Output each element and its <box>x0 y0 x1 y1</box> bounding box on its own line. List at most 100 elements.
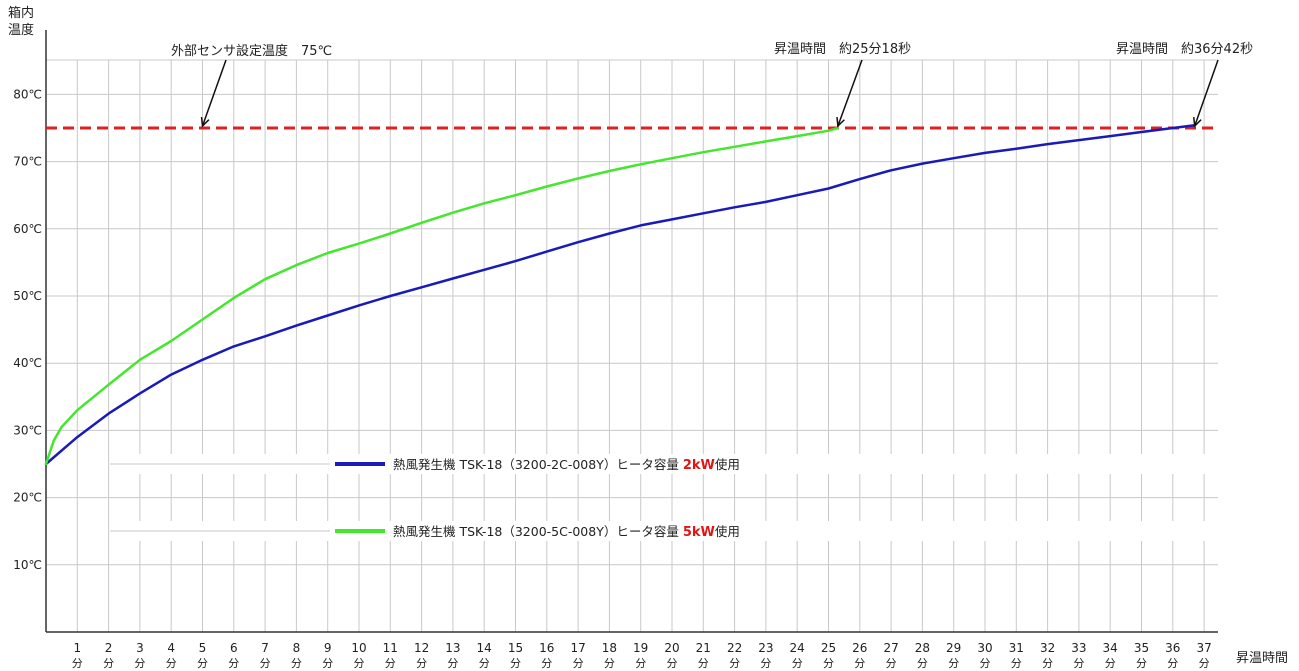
x-axis-title: 昇温時間 <box>1236 651 1288 666</box>
x-tick-label: 17 <box>570 641 585 655</box>
data-point <box>1109 135 1111 137</box>
data-point <box>76 409 79 412</box>
data-point <box>859 178 861 180</box>
data-point <box>170 373 172 376</box>
x-tick-unit: 分 <box>541 657 552 670</box>
x-tick-unit: 分 <box>792 657 803 670</box>
data-point <box>827 187 830 190</box>
x-tick-label: 10 <box>351 641 366 655</box>
series-line-2kw <box>44 124 1196 466</box>
x-tick-unit: 分 <box>72 657 83 670</box>
x-tick-unit: 分 <box>197 657 208 670</box>
data-point <box>107 412 110 415</box>
y-tick-label: 40℃ <box>13 356 42 370</box>
x-tick-label: 21 <box>696 641 711 655</box>
y-axis-title: 箱内 <box>8 5 34 21</box>
x-tick-label: 16 <box>539 641 554 655</box>
x-tick-label: 12 <box>414 641 429 655</box>
y-tick-label: 10℃ <box>13 558 42 572</box>
x-tick-unit: 分 <box>1136 657 1147 670</box>
x-tick-label: 37 <box>1196 641 1211 655</box>
data-point <box>420 221 423 224</box>
x-tick-unit: 分 <box>854 657 865 670</box>
x-tick-label: 30 <box>977 641 992 655</box>
data-point <box>921 162 924 165</box>
data-point <box>264 335 266 338</box>
legend-bg <box>110 454 1210 474</box>
x-tick-label: 1 <box>73 641 81 655</box>
x-tick-unit: 分 <box>322 657 333 670</box>
x-tick-label: 24 <box>790 641 805 655</box>
x-tick-unit: 分 <box>886 657 897 670</box>
x-tick-unit: 分 <box>1042 657 1053 670</box>
x-tick-unit: 分 <box>510 657 521 670</box>
data-point <box>639 224 642 227</box>
x-tick-unit: 分 <box>228 657 239 670</box>
legend: 熱風発生機 TSK-18（3200-2C-008Y）ヒータ容量 2kW使用熱風発… <box>110 454 1210 541</box>
x-tick-unit: 分 <box>823 657 834 670</box>
data-point <box>765 201 767 203</box>
x-tick-label: 22 <box>727 641 742 655</box>
x-tick-label: 18 <box>602 641 617 655</box>
x-tick-unit: 分 <box>1105 657 1116 670</box>
data-point <box>201 359 204 361</box>
x-tick-label: 26 <box>852 641 867 655</box>
data-point <box>107 383 110 386</box>
x-tick-unit: 分 <box>1011 657 1022 670</box>
x-tick-label: 20 <box>664 641 679 655</box>
x-tick-label: 35 <box>1134 641 1149 655</box>
x-tick-unit: 分 <box>729 657 740 670</box>
x-tick-label: 7 <box>261 641 269 655</box>
x-tick-label: 31 <box>1009 641 1024 655</box>
data-point <box>170 340 172 342</box>
data-point <box>827 129 830 132</box>
x-tick-label: 36 <box>1165 641 1180 655</box>
x-tick-label: 15 <box>508 641 523 655</box>
x-tick-unit: 分 <box>416 657 427 670</box>
data-point <box>514 194 517 196</box>
annotation-arrowhead <box>200 116 210 128</box>
x-tick-label: 19 <box>633 641 648 655</box>
data-point <box>890 169 892 172</box>
data-point <box>295 324 298 327</box>
annotation-arrow <box>1194 59 1219 127</box>
data-point <box>702 212 705 215</box>
legend-label: 熱風発生機 TSK-18（3200-5C-008Y）ヒータ容量 5kW使用 <box>393 524 740 540</box>
x-tick-unit: 分 <box>134 657 145 670</box>
x-tick-unit: 分 <box>479 657 490 670</box>
x-tick-unit: 分 <box>698 657 709 670</box>
annotation-arrow <box>201 59 227 127</box>
data-point <box>139 359 141 361</box>
x-tick-unit: 分 <box>385 657 396 670</box>
x-tick-label: 8 <box>293 641 301 655</box>
x-tick-label: 32 <box>1040 641 1055 655</box>
x-tick-unit: 分 <box>980 657 991 670</box>
x-tick-label: 4 <box>167 641 175 655</box>
x-tick-unit: 分 <box>1199 657 1210 670</box>
x-tick-label: 33 <box>1071 641 1086 655</box>
x-tick-unit: 分 <box>917 657 928 670</box>
data-point <box>702 151 705 153</box>
data-point <box>1172 127 1174 129</box>
data-point <box>671 218 673 221</box>
axes <box>45 30 1218 633</box>
data-point <box>452 211 454 214</box>
x-tick-label: 5 <box>199 641 207 655</box>
data-point <box>546 185 548 188</box>
data-point <box>733 206 736 209</box>
data-point <box>952 157 955 160</box>
x-tick-unit: 分 <box>447 657 458 670</box>
data-point <box>483 202 486 205</box>
data-point <box>76 436 79 438</box>
annotation-arrow <box>837 59 863 127</box>
annotations-group: 外部センサ設定温度 75℃ 昇温時間 約25分18秒 昇温時間 約36分42秒 <box>171 42 1253 128</box>
data-point <box>45 463 47 465</box>
data-point <box>53 439 55 442</box>
y-tick-label: 30℃ <box>13 423 42 437</box>
x-tick-label: 3 <box>136 641 144 655</box>
x-tick-unit: 分 <box>291 657 302 670</box>
annotation-arrowhead <box>836 116 845 128</box>
x-tick-unit: 分 <box>354 657 365 670</box>
data-point <box>984 152 986 154</box>
